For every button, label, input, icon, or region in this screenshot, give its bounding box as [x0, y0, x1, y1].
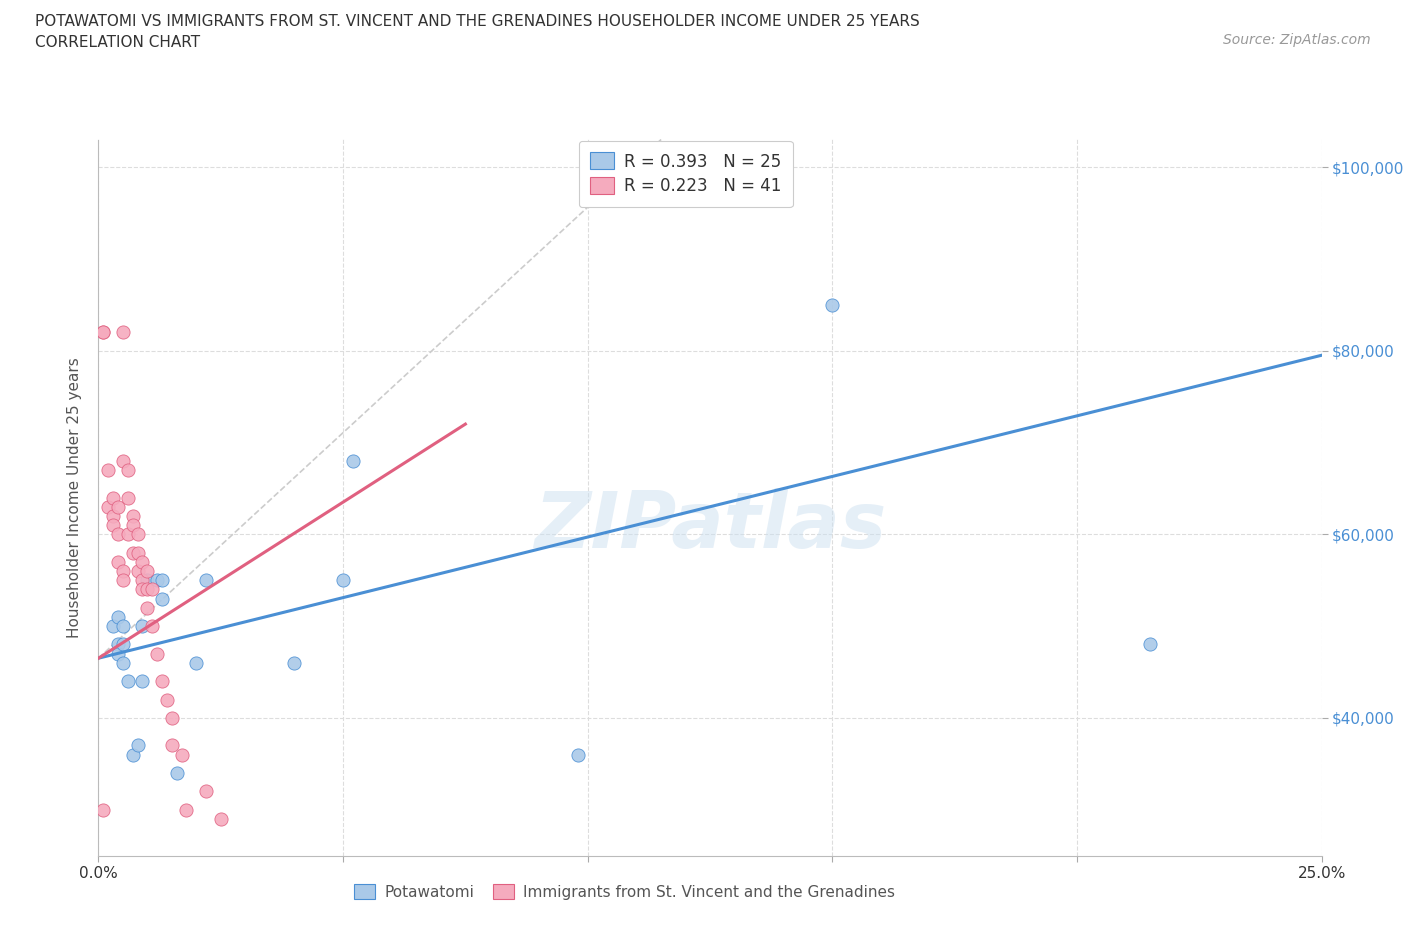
Point [107, 609, 129, 624]
Point [101, 490, 124, 505]
Point [111, 454, 134, 469]
Point [121, 747, 143, 762]
Point [91, 803, 114, 817]
Point [131, 673, 153, 688]
Point [136, 600, 159, 615]
Point [567, 747, 589, 762]
Point [141, 618, 163, 633]
Point [332, 573, 354, 588]
Point [342, 454, 364, 469]
Point [1139, 637, 1161, 652]
Point [97, 499, 120, 514]
Point [150, 591, 173, 606]
Point [107, 554, 129, 569]
Point [107, 526, 129, 541]
Point [111, 573, 134, 588]
Point [131, 554, 153, 569]
Point [150, 673, 173, 688]
Point [117, 673, 139, 688]
Point [111, 325, 134, 339]
Point [111, 618, 134, 633]
Point [209, 812, 232, 827]
Point [176, 803, 198, 817]
Point [121, 518, 143, 533]
Text: POTAWATOMI VS IMMIGRANTS FROM ST. VINCENT AND THE GRENADINES HOUSEHOLDER INCOME : POTAWATOMI VS IMMIGRANTS FROM ST. VINCEN… [35, 14, 920, 29]
Point [195, 784, 218, 799]
Point [166, 765, 188, 780]
Point [160, 738, 183, 753]
Point [186, 656, 208, 671]
Point [91, 325, 114, 339]
Point [131, 618, 153, 633]
Point [146, 573, 169, 588]
Point [101, 618, 124, 633]
Point [127, 738, 149, 753]
Point [101, 509, 124, 524]
Point [170, 747, 193, 762]
Point [107, 646, 129, 661]
Point [107, 499, 129, 514]
Point [121, 509, 143, 524]
Point [821, 298, 844, 312]
Legend: Potawatomi, Immigrants from St. Vincent and the Grenadines: Potawatomi, Immigrants from St. Vincent … [344, 874, 904, 909]
Point [117, 490, 139, 505]
Point [127, 526, 149, 541]
Point [111, 656, 134, 671]
Point [117, 462, 139, 477]
Point [131, 573, 153, 588]
Point [136, 582, 159, 597]
Point [136, 564, 159, 578]
Point [117, 526, 139, 541]
Point [127, 545, 149, 560]
Point [101, 518, 124, 533]
Point [156, 692, 179, 707]
Point [131, 582, 153, 597]
Point [97, 462, 120, 477]
Point [150, 573, 173, 588]
Text: CORRELATION CHART: CORRELATION CHART [35, 35, 200, 50]
Point [136, 573, 159, 588]
Text: Source: ZipAtlas.com: Source: ZipAtlas.com [1223, 33, 1371, 46]
Point [141, 582, 163, 597]
Point [121, 545, 143, 560]
Point [160, 711, 183, 725]
Text: ZIPatlas: ZIPatlas [534, 488, 886, 565]
Point [127, 564, 149, 578]
Point [283, 656, 305, 671]
Point [91, 325, 114, 339]
Point [195, 573, 218, 588]
Point [107, 637, 129, 652]
Y-axis label: Householder Income Under 25 years: Householder Income Under 25 years [66, 357, 82, 638]
Point [111, 564, 134, 578]
Point [146, 646, 169, 661]
Point [111, 637, 134, 652]
